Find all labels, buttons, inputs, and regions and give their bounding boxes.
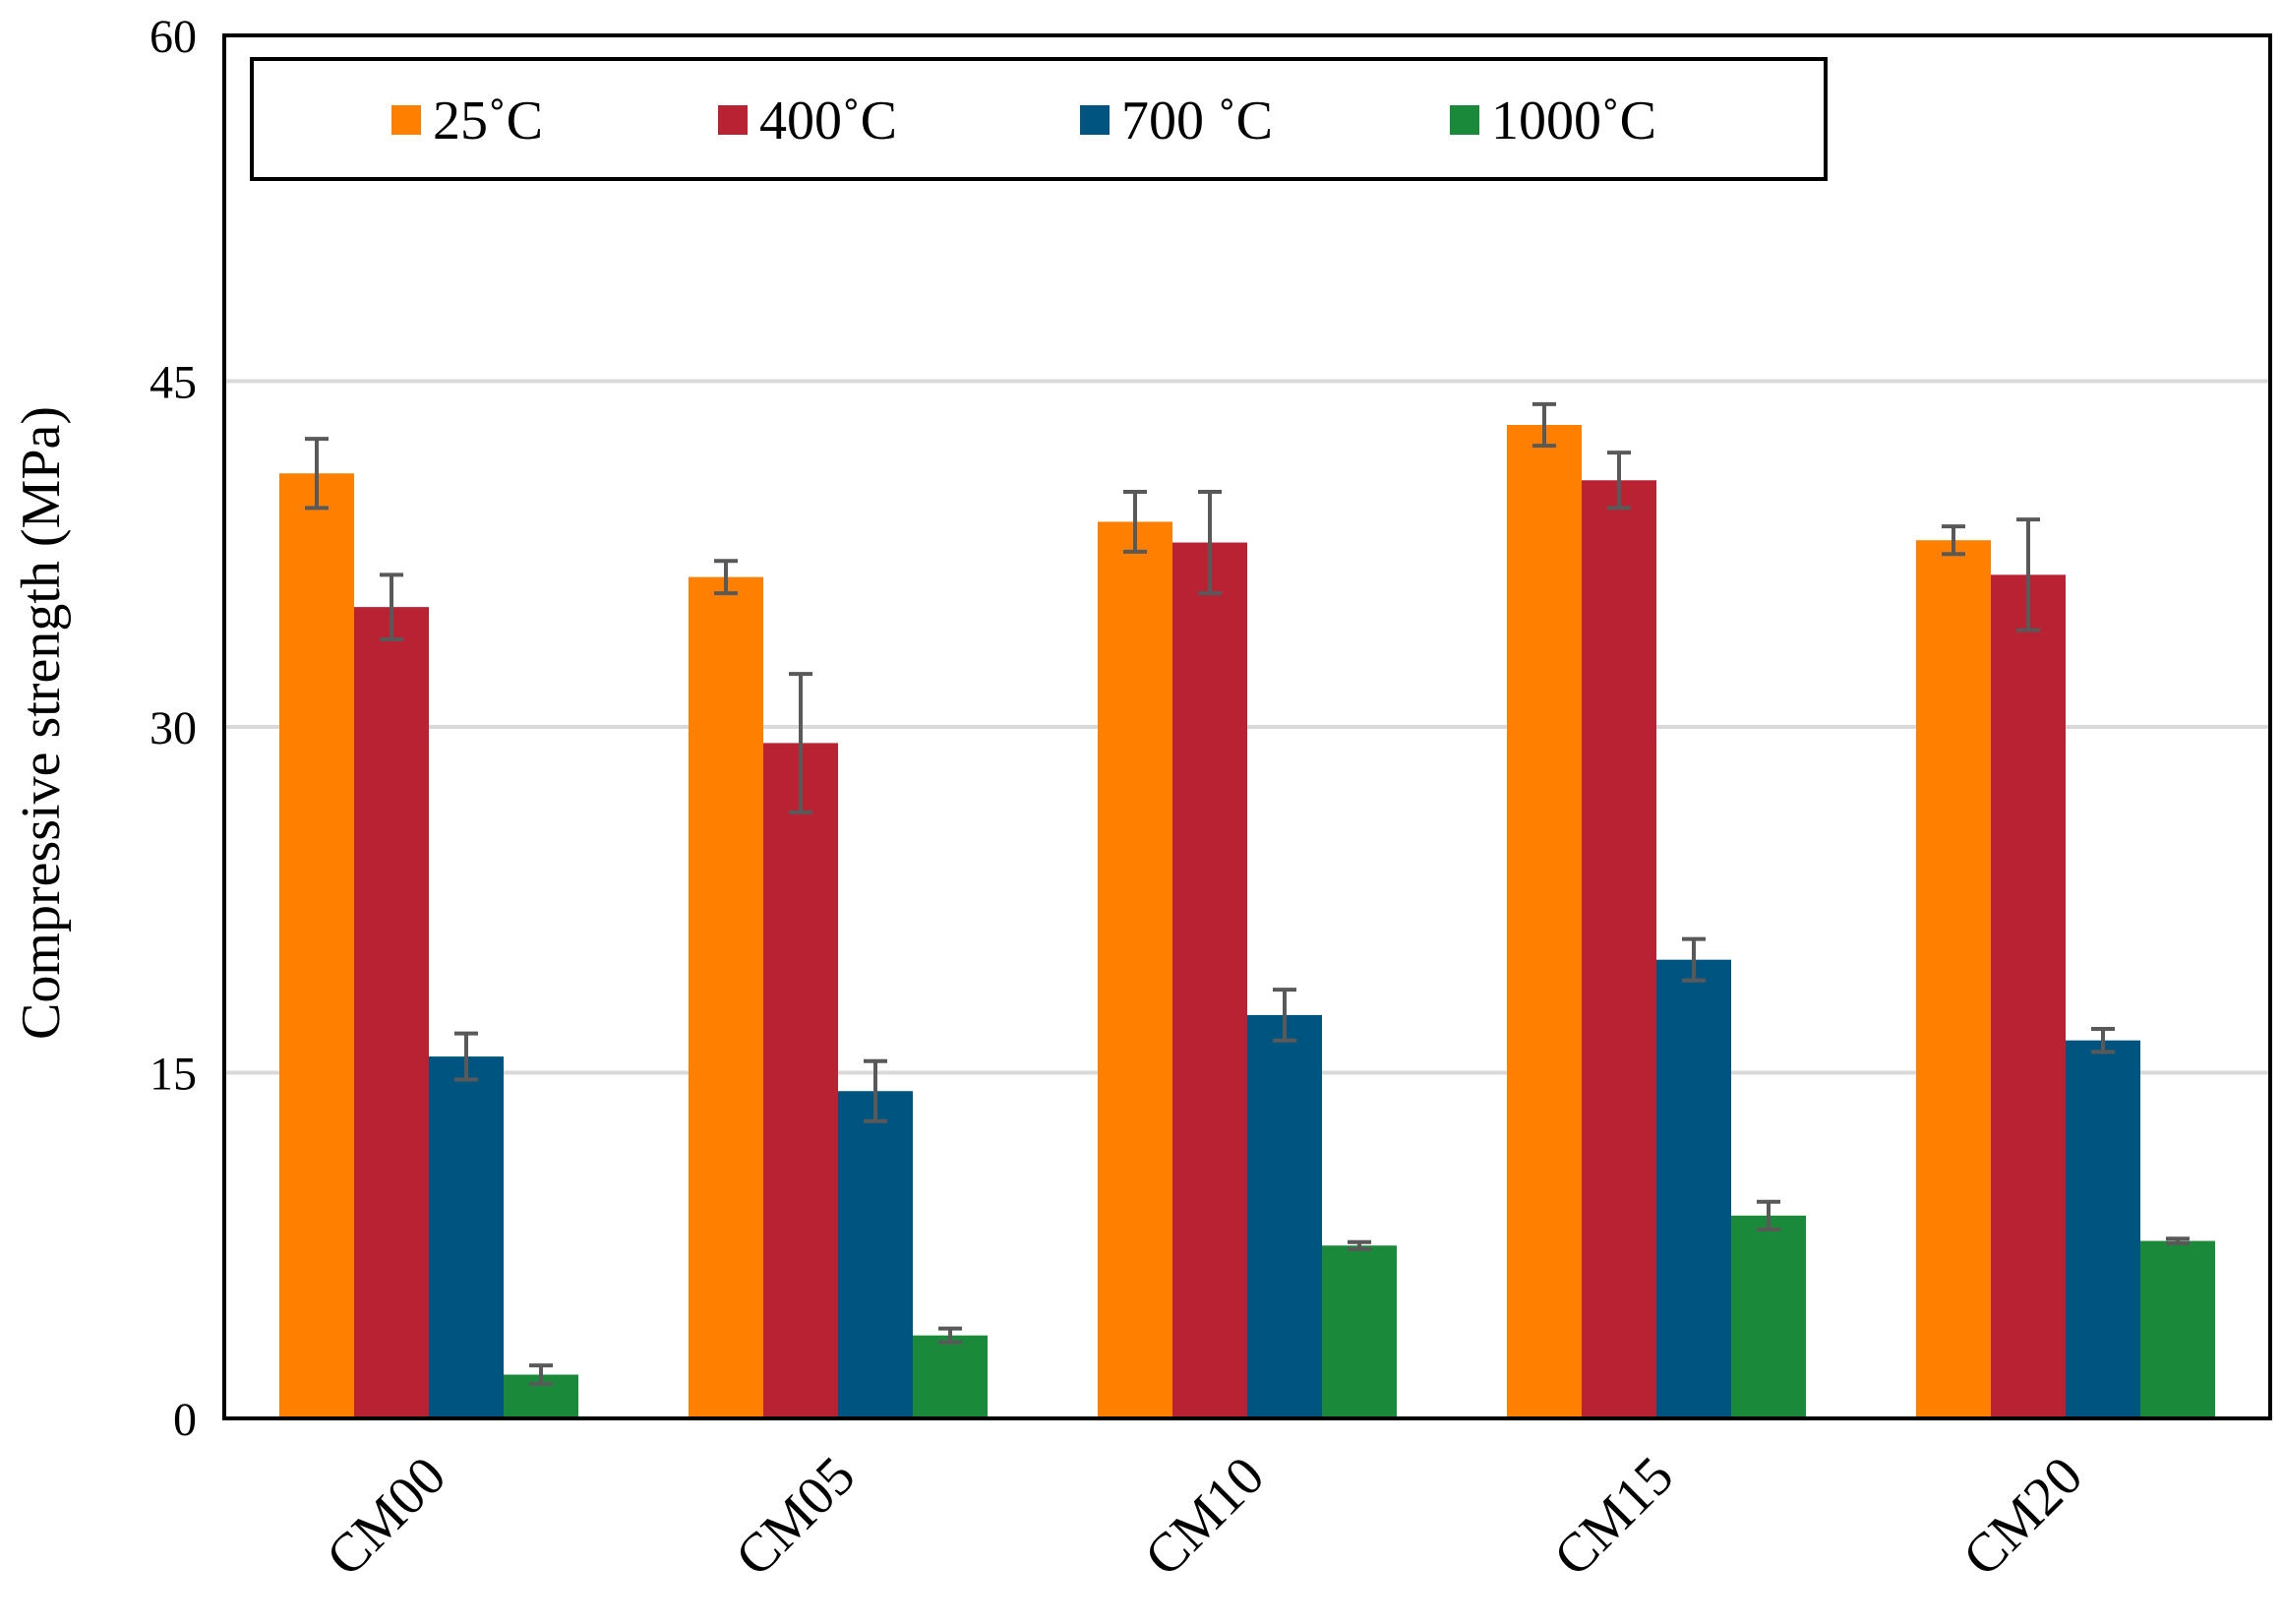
bar-cm05-series-4 (913, 1335, 988, 1418)
legend-swatch (1080, 105, 1110, 135)
bar-cm15-series-1 (1507, 425, 1582, 1419)
error-bar (2166, 1236, 2190, 1245)
error-bar (454, 1031, 478, 1082)
legend-label: 1000˚C (1491, 90, 1656, 151)
bar-cm15-series-4 (1731, 1215, 1806, 1418)
y-tick-label: 60 (150, 11, 197, 63)
error-bar (1348, 1239, 1371, 1251)
bar-cm00-series-2 (354, 607, 429, 1418)
error-bar (1123, 489, 1147, 554)
error-bar (2091, 1026, 2115, 1054)
error-bar (1682, 936, 1706, 983)
error-bar (529, 1363, 553, 1386)
error-bar (1273, 988, 1296, 1043)
bar-cm20-series-2 (1991, 574, 2066, 1418)
error-bar (305, 437, 329, 511)
error-bar (938, 1326, 962, 1345)
bar-cm05-series-2 (763, 743, 838, 1418)
x-category-label: CM15 (1542, 1445, 1685, 1588)
error-bar (1757, 1199, 1780, 1232)
y-axis-title: Compressive strength (MPa) (11, 406, 72, 1040)
y-tick-label: 15 (150, 1049, 197, 1101)
bar-cm15-series-3 (1656, 959, 1731, 1418)
bar-cm20-series-1 (1916, 540, 1991, 1418)
bar-cm05-series-1 (689, 576, 763, 1418)
legend: 25˚C 400˚C 700 ˚C 1000˚C (250, 57, 1828, 181)
bar-cm20-series-3 (2066, 1040, 2140, 1418)
x-category-label: CM20 (1952, 1445, 2094, 1588)
x-category-label: CM10 (1133, 1445, 1276, 1588)
bar-cm10-series-4 (1322, 1245, 1397, 1418)
bar-cm00-series-1 (279, 473, 354, 1418)
bar-cm20-series-4 (2140, 1240, 2215, 1418)
legend-box (250, 57, 1828, 181)
legend-swatch (718, 105, 748, 135)
y-tick-label: 30 (150, 702, 197, 754)
bars (279, 425, 2215, 1419)
bar-cm10-series-3 (1247, 1014, 1322, 1418)
error-bar (1607, 451, 1631, 511)
bar-cm00-series-3 (429, 1056, 504, 1418)
legend-swatch (391, 105, 421, 135)
error-bar (2016, 517, 2040, 632)
legend-label: 25˚C (433, 90, 543, 151)
error-bars (305, 401, 2190, 1386)
error-bar (789, 672, 812, 814)
bar-cm10-series-1 (1098, 521, 1172, 1418)
y-tick-label: 45 (150, 357, 197, 409)
y-tick-label: 0 (173, 1394, 197, 1446)
x-category-labels: CM00 CM05 CM10 CM15 CM20 (315, 1445, 2094, 1588)
bar-cm10-series-2 (1172, 542, 1247, 1418)
error-bar (380, 572, 403, 641)
error-bar (1942, 524, 1965, 557)
error-bar (864, 1058, 887, 1123)
plot-frame (222, 33, 2272, 1420)
x-category-label: CM00 (315, 1445, 457, 1588)
legend-swatch (1450, 105, 1479, 135)
bar-cm05-series-3 (838, 1091, 913, 1418)
y-tick-labels: 0 15 30 45 60 (150, 11, 197, 1446)
error-bar (1198, 489, 1222, 596)
legend-label: 700 ˚C (1121, 90, 1273, 151)
legend-label: 400˚C (759, 90, 897, 151)
error-bar (1532, 401, 1556, 449)
bar-cm15-series-2 (1582, 480, 1656, 1419)
x-category-label: CM05 (724, 1445, 867, 1588)
error-bar (714, 559, 738, 596)
